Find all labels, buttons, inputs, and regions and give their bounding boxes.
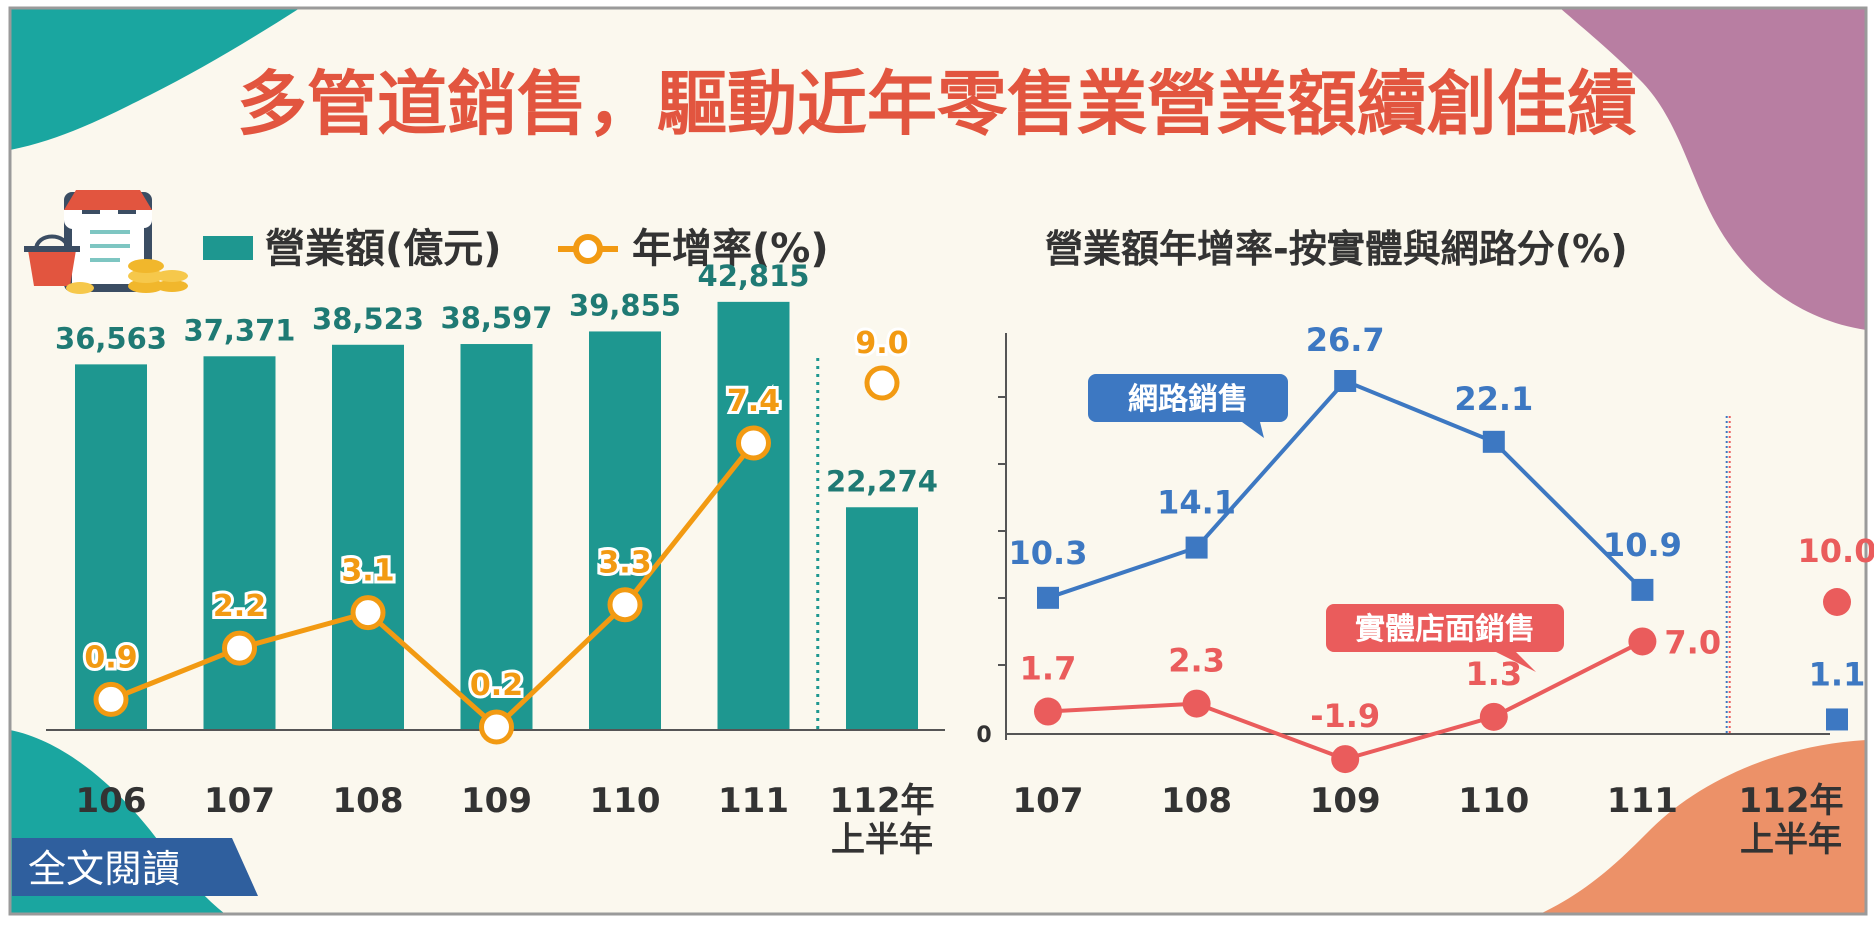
x-tick-label: 111 — [718, 781, 789, 821]
online-sales-point — [1185, 536, 1208, 559]
legend-line-swatch — [558, 234, 618, 264]
revenue-bar-label: 42,815 — [698, 259, 810, 293]
revenue-bar-label: 39,855 — [569, 288, 681, 322]
x-tick-label: 108 — [1161, 781, 1232, 821]
online-sales-label: 10.9 — [1603, 526, 1682, 564]
online-sales-label: 22.1 — [1454, 380, 1533, 418]
x-tick-label: 108 — [333, 781, 404, 821]
shopping-basket-icon — [24, 234, 80, 286]
online-sales-point — [1631, 578, 1654, 601]
x-tick-label: 109 — [1310, 781, 1381, 821]
corner-blob-bottom-right — [1540, 740, 1866, 914]
legend-bar-swatch — [203, 236, 253, 260]
growth-rate-label: 0.2 — [470, 668, 523, 703]
growth-rate-label: 9.0 — [855, 326, 908, 361]
growth-rate-label: 7.4 — [727, 384, 780, 419]
background-panel — [10, 8, 1866, 914]
store-sales-point — [1182, 689, 1211, 718]
x-tick-label: 109 — [461, 781, 532, 821]
read-more-button[interactable]: 全文閱讀 — [12, 838, 258, 896]
x-tick-label: 107 — [1013, 781, 1084, 821]
growth-rate-point — [607, 587, 643, 623]
legend-line-label: 年增率(%) — [632, 226, 829, 272]
online-sales-tag-label: 網路銷售 — [1128, 382, 1248, 417]
growth-rate-line — [110, 441, 756, 731]
store-sales-label: 7.0 — [1664, 623, 1721, 661]
x-tick-label: 110 — [1458, 781, 1529, 821]
x-tick-label: 106 — [76, 781, 147, 821]
online-sales-label: 26.7 — [1306, 321, 1385, 359]
growth-rate-point — [350, 595, 386, 631]
x-tick-label: 111 — [1607, 781, 1678, 821]
y-zero-label: 0 — [976, 723, 991, 748]
revenue-bar-label: 38,523 — [312, 302, 424, 336]
read-more-label[interactable]: 全文閱讀 — [28, 847, 180, 891]
store-sales-point — [1331, 745, 1360, 774]
revenue-bar — [332, 344, 404, 730]
x-tick-label: 112年上半年 — [1739, 781, 1844, 860]
revenue-bar — [717, 301, 790, 730]
growth-rate-label: 2.2 — [213, 589, 266, 624]
growth-rate-point — [736, 425, 771, 461]
revenue-bar-label: 37,371 — [184, 313, 296, 347]
store-sales-label: -1.9 — [1310, 697, 1380, 735]
revenue-bar — [460, 344, 533, 730]
growth-rate-point — [222, 630, 257, 666]
store-sales-point — [1823, 588, 1851, 616]
online-sales-tag-bubble — [1088, 374, 1288, 438]
legend-bar-label: 營業額(億元) — [265, 226, 502, 272]
revenue-bar — [203, 356, 276, 730]
frame-border — [8, 6, 1868, 916]
page-title: 多管道銷售，驅動近年零售業營業額續創佳績 — [237, 63, 1637, 145]
x-tick-label: 107 — [204, 781, 275, 821]
store-sales-point — [1479, 702, 1508, 731]
store-sales-label: 1.3 — [1465, 655, 1522, 693]
store-sales-tag-label: 實體店面銷售 — [1355, 612, 1535, 647]
growth-rate-label: 3.1 — [341, 554, 394, 589]
revenue-bar-label: 38,597 — [441, 301, 553, 335]
store-sales-label: 10.0 — [1798, 532, 1874, 570]
x-tick-label: 112年上半年 — [830, 781, 935, 860]
corner-blob-top-right — [1560, 8, 1866, 330]
online-sales-point — [1037, 586, 1059, 609]
x-tick-label: 110 — [590, 781, 661, 821]
store-sales-point — [1628, 627, 1657, 656]
revenue-bar-label: 36,563 — [55, 321, 167, 355]
store-sales-point — [1034, 697, 1062, 726]
revenue-bar — [589, 331, 661, 730]
growth-by-channel-chart: 0 107 108 109 110 111 112年上半年 10.3 14.1 26.7 22.1 1… — [976, 321, 1874, 860]
corner-blob-top-left — [10, 8, 300, 150]
store-sales-label: 1.7 — [1020, 650, 1077, 688]
online-sales-label: 1.1 — [1809, 655, 1866, 693]
growth-rate-point — [864, 365, 900, 401]
revenue-bar — [846, 507, 918, 730]
online-sales-point — [1334, 370, 1357, 392]
revenue-bar-label: 22,274 — [826, 464, 938, 498]
store-sales-label: 2.3 — [1168, 642, 1225, 680]
revenue-chart: 36,563 106 37,371 107 38,523 108 38,597 109 39,8… — [46, 259, 945, 860]
growth-rate-label: 0.9 — [84, 640, 137, 675]
growth-rate-point — [479, 709, 514, 745]
online-sales-point — [1826, 708, 1848, 731]
right-chart-title: 營業額年增率-按實體與網路分(%) — [1045, 227, 1628, 271]
online-sales-tag: 網路銷售 — [1088, 374, 1288, 438]
online-sales-label: 10.3 — [1009, 534, 1088, 572]
growth-rate-label: 3.3 — [598, 546, 651, 581]
store-sales-tag-bubble — [1326, 604, 1564, 672]
revenue-bar — [75, 364, 147, 730]
online-sales-point — [1482, 430, 1505, 453]
coin-stack-icon — [66, 259, 188, 294]
online-sales-label: 14.1 — [1157, 484, 1236, 522]
store-sales-tag: 實體店面銷售 — [1326, 604, 1564, 672]
growth-rate-point — [93, 681, 129, 717]
